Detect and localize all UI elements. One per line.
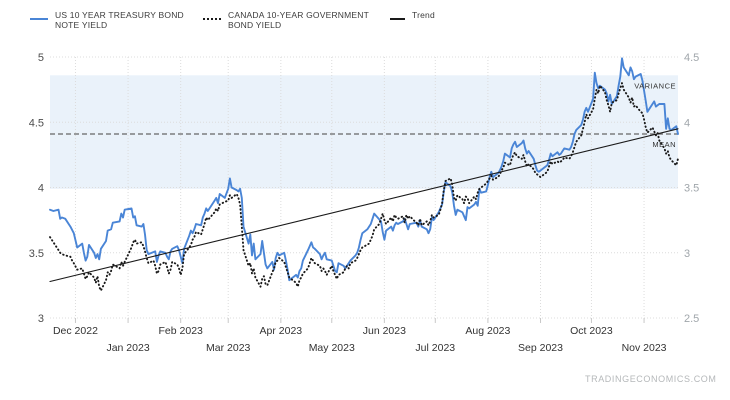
canada-series-line[interactable] (49, 82, 679, 292)
y-axis-label-left: 4.5 (29, 117, 44, 129)
x-axis-label: Nov 2023 (622, 342, 667, 354)
x-axis-label: Dec 2022 (53, 325, 98, 337)
watermark: TRADINGECONOMICS.COM (585, 374, 717, 384)
us-series-line[interactable] (49, 57, 679, 282)
y-axis-label-left: 3.5 (29, 248, 44, 260)
y-axis-label-right: 2.5 (684, 313, 699, 325)
x-axis-label: Sep 2023 (518, 342, 563, 354)
variance-label: VARIANCE (634, 81, 676, 90)
y-axis-label-left: 3 (38, 313, 44, 325)
legend: US 10 YEAR TREASURY BOND NOTE YIELD CANA… (0, 10, 730, 40)
y-axis-label-left: 5 (38, 52, 44, 64)
legend-item-canada[interactable]: CANADA 10-YEAR GOVERNMENT BOND YIELD (203, 10, 369, 30)
x-axis-label: Jul 2023 (415, 342, 455, 354)
y-axis-label-left: 4 (38, 183, 44, 195)
x-axis-label: May 2023 (309, 342, 355, 354)
legend-item-trend[interactable]: Trend (390, 10, 435, 20)
y-axis-label-right: 3 (684, 248, 690, 260)
legend-label-canada: CANADA 10-YEAR GOVERNMENT BOND YIELD (228, 10, 370, 30)
y-axis-label-right: 4 (684, 117, 690, 129)
x-axis-label: Aug 2023 (465, 325, 510, 337)
legend-item-us[interactable]: US 10 YEAR TREASURY BOND NOTE YIELD (30, 10, 184, 30)
variance-band (50, 75, 678, 189)
x-axis-label: Mar 2023 (206, 342, 251, 354)
canada-line-swatch (203, 18, 221, 20)
trend-line (49, 128, 679, 283)
x-axis-label: Jan 2023 (106, 342, 149, 354)
legend-label-us: US 10 YEAR TREASURY BOND NOTE YIELD (55, 10, 184, 30)
x-axis-label: Oct 2023 (570, 325, 613, 337)
x-axis-label: Jun 2023 (363, 325, 406, 337)
y-axis-label-right: 4.5 (684, 52, 699, 64)
us-line-swatch (30, 18, 48, 20)
x-axis-label: Apr 2023 (260, 325, 303, 337)
trend-line-swatch (390, 18, 405, 20)
mean-label: MEAN (652, 140, 676, 149)
legend-label-trend: Trend (412, 10, 435, 20)
x-axis-label: Feb 2023 (159, 325, 204, 337)
y-axis-label-right: 3.5 (684, 183, 699, 195)
